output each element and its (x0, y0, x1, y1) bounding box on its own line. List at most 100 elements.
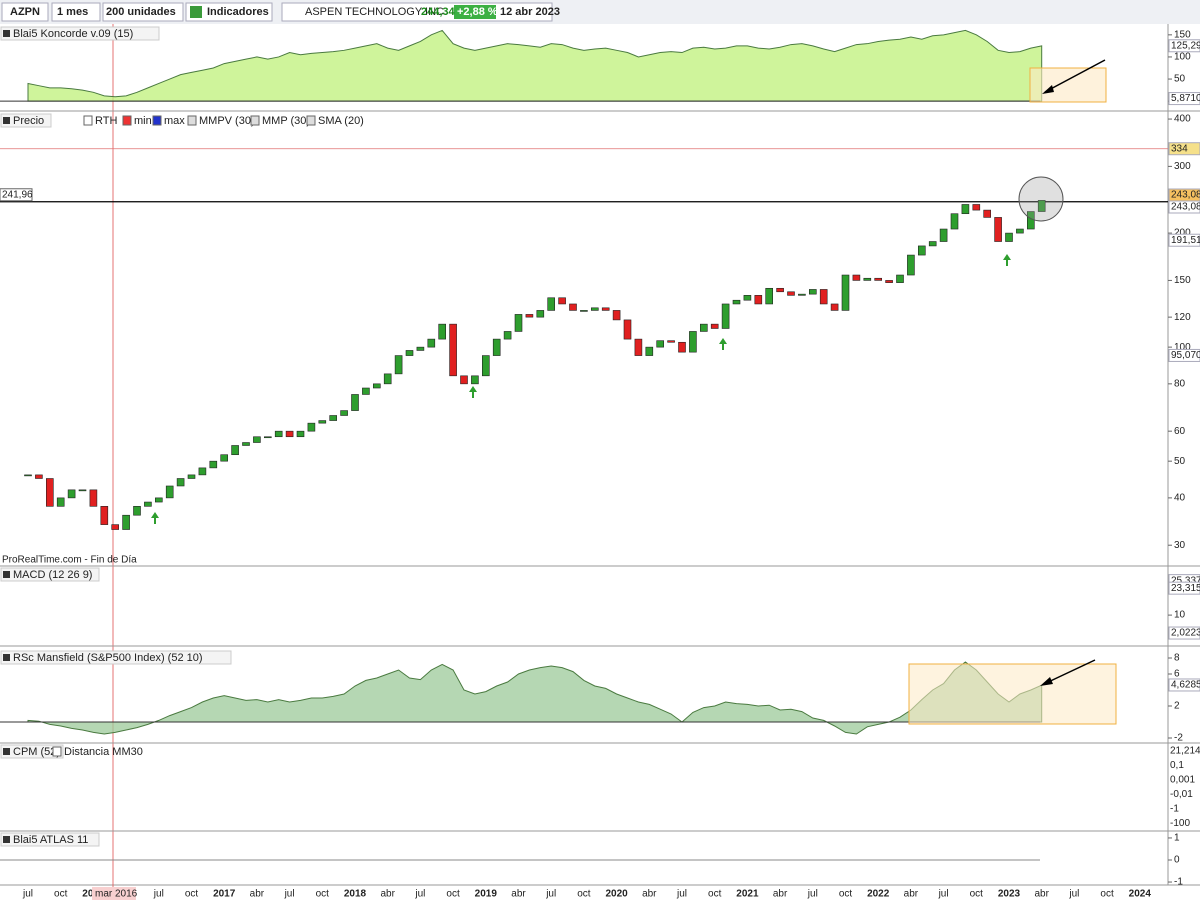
y-tick-label: 150 (1174, 275, 1191, 286)
change: +2,88 % (457, 6, 498, 18)
x-tick-label: jul (153, 889, 164, 900)
y-tick-label: -2 (1174, 733, 1183, 744)
candle (896, 274, 904, 283)
candle (874, 277, 883, 281)
price-label-box (1168, 142, 1200, 156)
period-box[interactable] (51, 2, 101, 22)
y-tick-label: 50 (1174, 456, 1186, 467)
candle (569, 303, 577, 311)
signal-arrow (719, 338, 727, 350)
candle (100, 506, 109, 525)
candle (743, 295, 752, 301)
candle (296, 430, 305, 438)
candle (351, 394, 359, 411)
annotation-box (1029, 67, 1107, 103)
price-label: 191,51 (1171, 235, 1200, 246)
x-tick-label: oct (54, 889, 68, 900)
arrow-head (1042, 85, 1054, 94)
legend-swatch (122, 115, 132, 126)
x-tick-label: jul (284, 889, 295, 900)
candle (787, 291, 795, 296)
y-axis-label: 0,001 (1170, 775, 1195, 786)
x-tick-label: jul (22, 889, 33, 900)
x-tick-label: abr (773, 889, 788, 900)
units-box[interactable] (102, 2, 184, 22)
candle (678, 341, 686, 353)
y-tick-label: 1 (1174, 833, 1180, 844)
panel-icon (3, 748, 10, 755)
x-tick-label: 2022 (867, 889, 890, 900)
legend-swatch (83, 115, 93, 126)
candle (187, 474, 196, 479)
candle (961, 204, 970, 215)
date: 12 abr 2023 (500, 6, 560, 18)
x-tick-label: jul (1068, 889, 1079, 900)
x-tick-label: jul (545, 889, 556, 900)
candle (318, 420, 327, 424)
legend-swatch (52, 746, 62, 757)
value-label: 5,8710 (1171, 93, 1200, 104)
legend-swatch (187, 115, 197, 126)
candle (67, 489, 76, 499)
candle (460, 375, 468, 385)
candle (274, 430, 283, 438)
value-label: 4,6285 (1171, 680, 1200, 691)
x-tick-label: abr (1034, 889, 1049, 900)
candle (405, 350, 414, 356)
value-label: 2,0223 (1171, 628, 1200, 639)
candle (427, 338, 436, 348)
value-label: 125,29 (1171, 40, 1200, 51)
candle (198, 467, 207, 476)
candle (176, 478, 185, 487)
x-tick-label: 2024 (1129, 889, 1152, 900)
cursor-label: mar 2016 (95, 889, 138, 900)
candle (710, 323, 719, 329)
x-tick-label: jul (676, 889, 687, 900)
x-tick-label: jul (414, 889, 425, 900)
candle (263, 436, 272, 439)
y-tick-label: 8 (1174, 653, 1180, 664)
x-tick-label: oct (839, 889, 853, 900)
reference-label-box (0, 188, 33, 202)
candle (35, 474, 43, 479)
indicators-icon (190, 6, 202, 18)
y-tick-label: 6 (1174, 669, 1180, 680)
x-tick-label: abr (904, 889, 919, 900)
x-tick-label: oct (577, 889, 591, 900)
indicators-button[interactable] (185, 2, 273, 22)
candle (721, 303, 730, 329)
annotation-arrow (1043, 659, 1096, 685)
candle (950, 213, 959, 230)
value-label-box (1168, 581, 1200, 595)
legend-label: SMA (20) (318, 115, 364, 127)
y-tick-label: 0 (1174, 855, 1180, 866)
value-label: 25,337 (1171, 575, 1200, 586)
candle (645, 346, 654, 356)
candle (155, 497, 163, 503)
price-label: 334 (1171, 143, 1188, 154)
y-tick-label: 10 (1174, 610, 1186, 621)
cursor-label-box (92, 887, 136, 900)
x-tick-label: abr (511, 889, 526, 900)
x-tick-label: jul (807, 889, 818, 900)
panel-title-box (0, 832, 100, 847)
x-tick-label: 2019 (475, 889, 498, 900)
panel-title: Blai5 ATLAS 11 (13, 834, 88, 846)
annotation-arrow (1044, 59, 1106, 93)
legend-label: min (134, 115, 152, 127)
legend-label: MMP (30) (262, 115, 310, 127)
last-price: 244,34 (421, 6, 456, 18)
legend-label: Distancia MM30 (64, 746, 143, 758)
panel-icon (3, 654, 10, 661)
candle (852, 274, 861, 281)
y-tick-label: 100 (1174, 342, 1191, 353)
symbol-box[interactable] (1, 2, 49, 22)
period: 1 mes (57, 6, 88, 18)
candle (580, 310, 588, 312)
candle (558, 297, 566, 305)
y-tick-label: -1 (1174, 877, 1183, 888)
candle (754, 295, 763, 305)
candle (656, 340, 665, 348)
